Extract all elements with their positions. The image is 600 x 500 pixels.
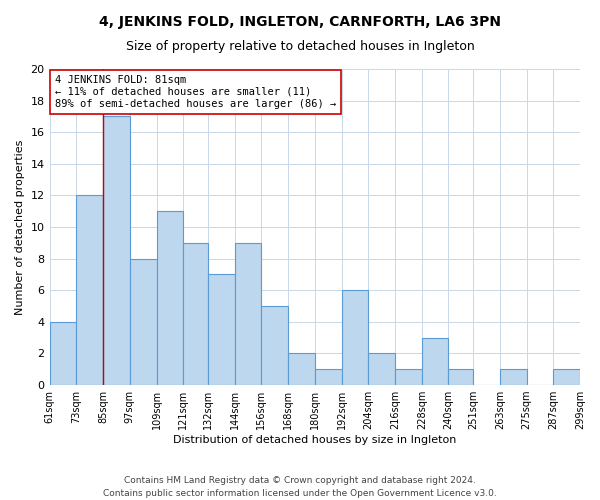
Bar — [76, 196, 103, 385]
Bar — [395, 370, 422, 385]
Text: 4, JENKINS FOLD, INGLETON, CARNFORTH, LA6 3PN: 4, JENKINS FOLD, INGLETON, CARNFORTH, LA… — [99, 15, 501, 29]
Bar — [50, 322, 76, 385]
Bar — [448, 370, 473, 385]
Bar — [553, 370, 580, 385]
Bar — [208, 274, 235, 385]
Bar — [157, 211, 183, 385]
Bar — [368, 354, 395, 385]
X-axis label: Distribution of detached houses by size in Ingleton: Distribution of detached houses by size … — [173, 435, 457, 445]
Bar — [130, 258, 157, 385]
Bar — [422, 338, 448, 385]
Bar — [235, 243, 261, 385]
Bar — [183, 243, 208, 385]
Bar — [103, 116, 130, 385]
Y-axis label: Number of detached properties: Number of detached properties — [15, 140, 25, 314]
Bar — [341, 290, 368, 385]
Bar — [261, 306, 288, 385]
Text: Size of property relative to detached houses in Ingleton: Size of property relative to detached ho… — [125, 40, 475, 53]
Text: Contains HM Land Registry data © Crown copyright and database right 2024.
Contai: Contains HM Land Registry data © Crown c… — [103, 476, 497, 498]
Text: 4 JENKINS FOLD: 81sqm
← 11% of detached houses are smaller (11)
89% of semi-deta: 4 JENKINS FOLD: 81sqm ← 11% of detached … — [55, 76, 336, 108]
Bar — [500, 370, 527, 385]
Bar — [315, 370, 341, 385]
Bar — [288, 354, 315, 385]
